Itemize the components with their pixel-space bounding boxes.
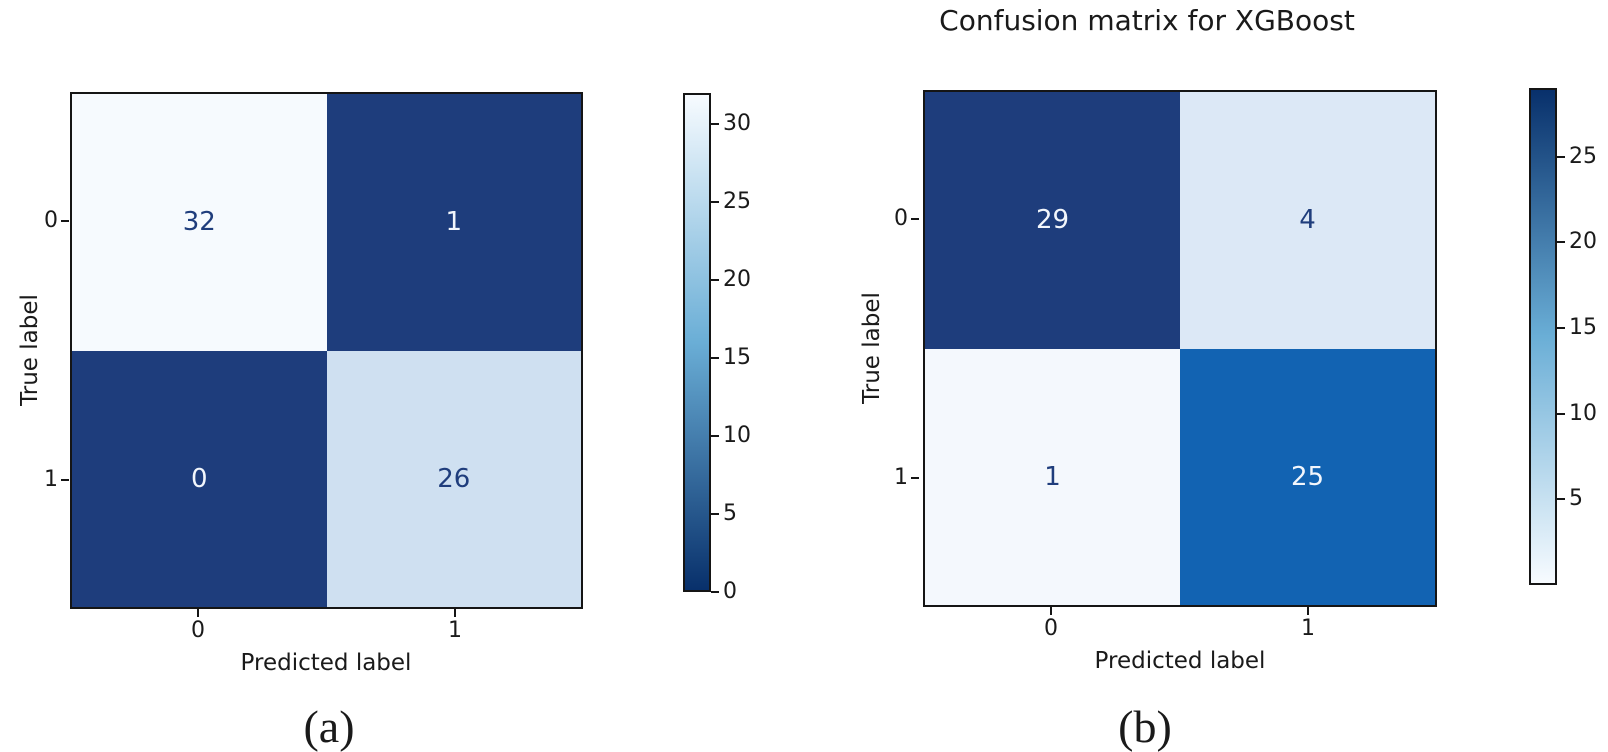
y-tick-a-0: 0	[24, 208, 69, 234]
matrix-cell-b-11: 25	[1180, 348, 1435, 605]
y-tick-b-0: 0	[874, 206, 919, 232]
subfigure-caption-a: (a)	[303, 701, 355, 752]
y-tick-b-1: 1	[874, 465, 919, 491]
colorbar-b-tick-5: 5	[1557, 486, 1583, 511]
confusion-matrix-b: 29 4 1 25	[923, 90, 1437, 607]
matrix-cell-b-00: 29	[925, 92, 1180, 349]
matrix-cell-b-01: 4	[1180, 92, 1435, 349]
colorbar-b-tick-10: 10	[1557, 401, 1597, 426]
matrix-cell-a-01: 1	[326, 94, 581, 351]
y-axis-label-a: True label	[17, 294, 43, 406]
colorbar-b-tick-25: 25	[1557, 144, 1597, 169]
confusion-matrix-a: 32 1 0 26	[70, 92, 583, 609]
colorbar-b-tick-20: 20	[1557, 229, 1597, 254]
colorbar-b-tick-15: 15	[1557, 315, 1597, 340]
x-tick-a-1: 1	[425, 609, 485, 643]
x-tick-b-1: 1	[1278, 607, 1338, 641]
colorbar-a-tick-25: 25	[711, 189, 751, 214]
x-axis-label-b: Predicted label	[1094, 648, 1266, 674]
x-axis-label-a: Predicted label	[240, 650, 412, 676]
x-tick-b-0: 0	[1021, 607, 1081, 641]
colorbar-a-tick-10: 10	[711, 423, 751, 448]
matrix-cell-a-11: 26	[326, 350, 581, 607]
subfigure-caption-b: (b)	[1118, 701, 1172, 752]
colorbar-a	[683, 93, 711, 592]
matrix-cell-a-00: 32	[72, 94, 327, 351]
chart-title-b: Confusion matrix for XGBoost	[939, 4, 1355, 37]
x-tick-a-0: 0	[168, 609, 228, 643]
matrix-cell-a-10: 0	[72, 350, 327, 607]
colorbar-a-tick-0: 0	[711, 579, 737, 604]
colorbar-a-tick-5: 5	[711, 501, 737, 526]
colorbar-b	[1529, 88, 1557, 585]
colorbar-a-tick-20: 20	[711, 267, 751, 292]
colorbar-a-tick-15: 15	[711, 345, 751, 370]
matrix-cell-b-10: 1	[925, 348, 1180, 605]
y-axis-label-b: True label	[859, 292, 885, 404]
colorbar-a-tick-30: 30	[711, 111, 751, 136]
y-tick-a-1: 1	[24, 467, 69, 493]
